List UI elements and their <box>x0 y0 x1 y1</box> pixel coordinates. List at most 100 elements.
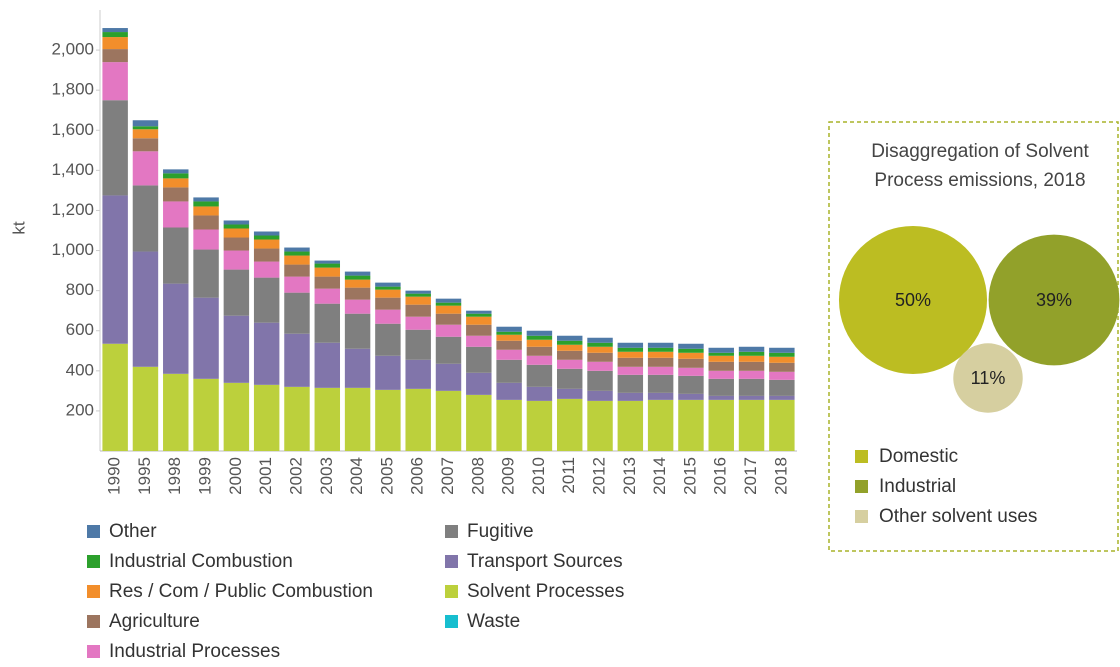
bar-segment <box>314 303 341 343</box>
bar-segment <box>435 336 462 364</box>
bar-segment <box>587 390 613 401</box>
bar-segment <box>163 187 189 202</box>
bar-segment <box>132 120 159 127</box>
bar-segment <box>314 342 341 388</box>
x-tick-label: 2004 <box>347 457 366 495</box>
bar-segment <box>223 228 250 238</box>
bar-segment <box>526 346 553 356</box>
bar-segment <box>253 235 280 240</box>
bar-segment <box>132 366 159 451</box>
bar-segment <box>556 344 583 351</box>
bar-segment <box>193 206 219 216</box>
bar-segment <box>647 357 674 367</box>
bar-segment <box>556 368 583 389</box>
bar-segment <box>193 215 219 230</box>
x-tick-label: 2012 <box>590 457 609 495</box>
x-tick-label: 2007 <box>438 457 457 495</box>
bar-segment <box>405 388 431 451</box>
bar-segment <box>647 342 674 348</box>
bar-segment <box>496 334 522 341</box>
bar-segment <box>678 358 704 368</box>
bar-segment <box>617 357 644 367</box>
bar-segment <box>253 239 280 249</box>
bar-segment <box>769 362 795 372</box>
bar-segment <box>556 335 583 341</box>
bar-segment <box>193 378 219 451</box>
bar-segment <box>769 347 795 353</box>
legend-swatch <box>855 450 868 463</box>
bar-segment <box>587 337 613 343</box>
bar-segment <box>708 378 734 396</box>
bar-segment <box>314 260 341 264</box>
bar-segment <box>102 100 128 196</box>
legend-swatch <box>87 615 100 628</box>
bar-segment <box>496 382 522 400</box>
bar-segment <box>769 356 795 363</box>
bar-segment <box>344 271 371 276</box>
bar-segment <box>435 298 462 303</box>
bar-segment <box>253 384 280 451</box>
x-tick-label: 2002 <box>286 457 305 495</box>
bar-segment <box>132 151 159 186</box>
bar-segment <box>375 323 401 356</box>
bar-segment <box>708 399 734 451</box>
legend-label: Industrial Processes <box>109 641 280 662</box>
bar-segment <box>526 400 553 451</box>
bar-segment <box>163 201 189 228</box>
bar-segment <box>132 126 159 130</box>
bar-segment <box>769 399 795 451</box>
bar-segment <box>496 340 522 350</box>
bar-segment <box>466 372 492 395</box>
bar-segment <box>284 292 310 334</box>
bar-segment <box>466 394 492 451</box>
bar-segment <box>526 386 553 401</box>
bar-segment <box>405 296 431 305</box>
legend-label: Fugitive <box>467 521 534 542</box>
bar-segment <box>193 297 219 379</box>
x-tick-label: 2006 <box>408 457 427 495</box>
x-tick-label: 2009 <box>499 457 518 495</box>
bar-segment <box>102 37 128 50</box>
bar-segment <box>556 388 583 399</box>
bar-segment <box>284 255 310 265</box>
bar-segment <box>738 395 765 400</box>
bar-segment <box>163 227 189 284</box>
bar-segment <box>132 185 159 252</box>
x-tick-label: 1998 <box>165 457 184 495</box>
bar-segment <box>344 387 371 451</box>
bar-segment <box>526 339 553 347</box>
legend-label: Industrial Combustion <box>109 551 293 572</box>
bar-segment <box>617 342 644 348</box>
bar-segment <box>769 395 795 400</box>
bar-segment <box>647 351 674 358</box>
bar-segment <box>102 195 128 344</box>
bar-segment <box>375 355 401 390</box>
bar-segment <box>617 366 644 375</box>
bar-segment <box>102 49 128 63</box>
bar-segment <box>617 374 644 393</box>
bar-segment <box>496 399 522 451</box>
bar-segment <box>253 231 280 236</box>
legend-label: Solvent Processes <box>467 581 624 602</box>
x-tick-label: 2008 <box>468 457 487 495</box>
bar-segment <box>678 348 704 353</box>
bar-segment <box>647 374 674 393</box>
bar-segment <box>253 322 280 385</box>
bar-segment <box>708 347 734 353</box>
x-tick-label: 2016 <box>711 457 730 495</box>
bar-segment <box>375 309 401 324</box>
legend-label: Agriculture <box>109 611 200 632</box>
bar-segment <box>253 277 280 323</box>
x-tick-label: 2013 <box>620 457 639 495</box>
bar-segment <box>708 352 734 356</box>
y-tick-label: 1,400 <box>51 160 94 179</box>
bar-segment <box>435 390 462 451</box>
bar-segment <box>678 375 704 394</box>
bar-segment <box>708 370 734 379</box>
bar-segment <box>405 290 431 294</box>
bar-segment <box>526 355 553 365</box>
bar-segment <box>769 371 795 380</box>
bar-segment <box>284 247 310 252</box>
bar-segment <box>284 333 310 387</box>
